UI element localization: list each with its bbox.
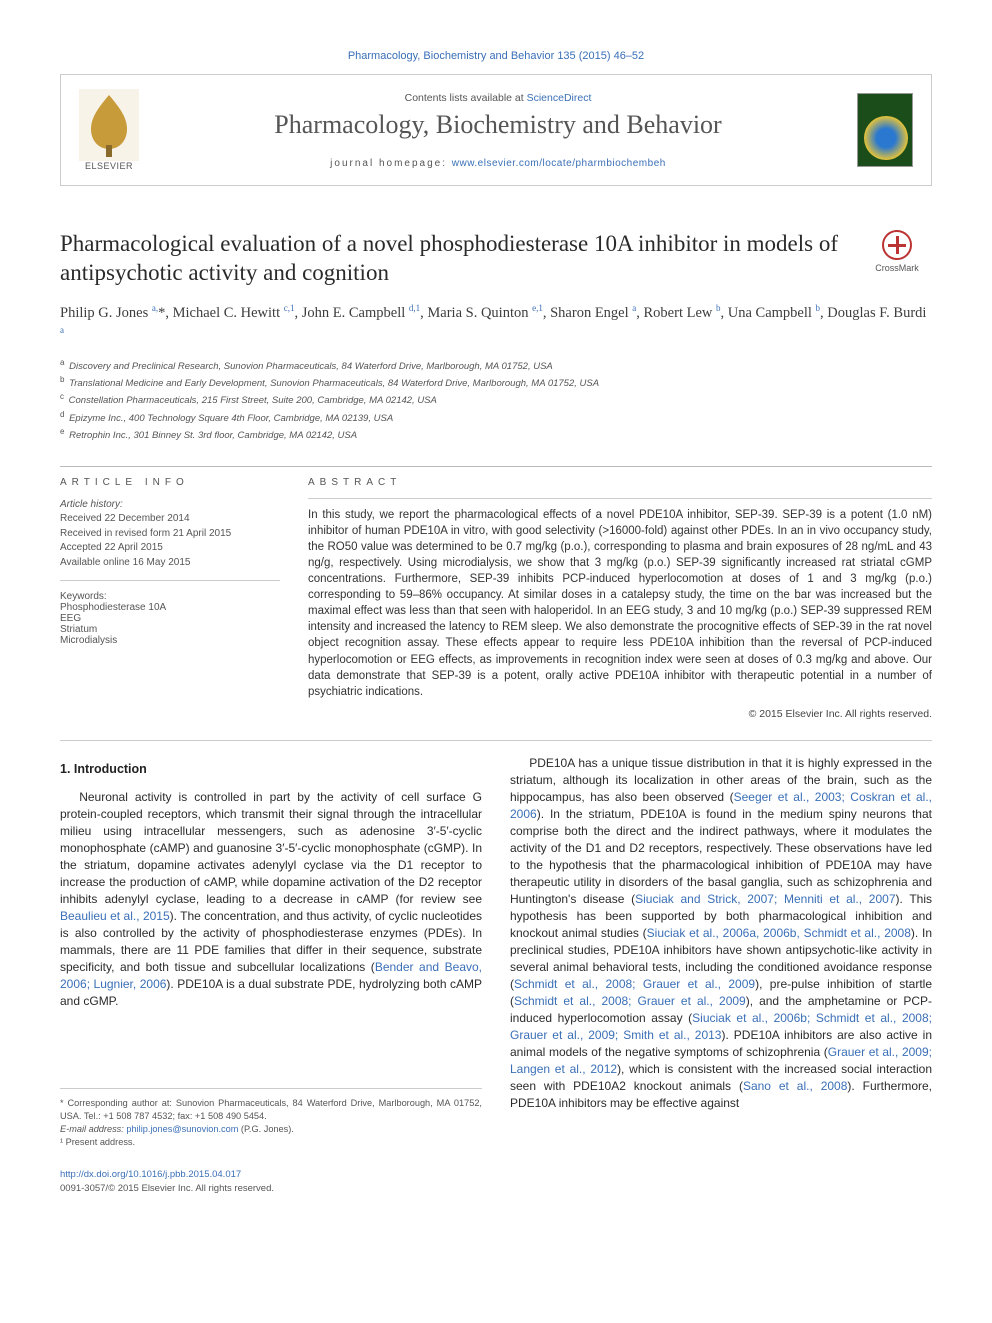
citation-link[interactable]: Siuciak and Strick, 2007; Menniti et al.… [635, 892, 895, 906]
sciencedirect-link[interactable]: ScienceDirect [527, 92, 592, 104]
keyword: EEG [60, 613, 280, 624]
crossmark-widget[interactable]: CrossMark [862, 230, 932, 273]
abstract-copyright: © 2015 Elsevier Inc. All rights reserved… [308, 708, 932, 720]
affiliation-line: d Epizyme Inc., 400 Technology Square 4t… [60, 409, 932, 426]
abstract-column: abstract In this study, we report the ph… [308, 477, 932, 720]
elsevier-tree-icon [79, 89, 139, 161]
intro-paragraph-2: PDE10A has a unique tissue distribution … [510, 755, 932, 1113]
journal-homepage-line: journal homepage: www.elsevier.com/locat… [155, 158, 841, 169]
abstract-heading: abstract [308, 477, 932, 488]
contents-line: Contents lists available at ScienceDirec… [155, 92, 841, 104]
footer-block: http://dx.doi.org/10.1016/j.pbb.2015.04.… [60, 1168, 932, 1195]
keyword: Striatum [60, 624, 280, 635]
divider [60, 466, 932, 467]
journal-cover-thumbnail [857, 93, 913, 167]
crossmark-label: CrossMark [875, 263, 919, 273]
history-label: Article history: [60, 498, 280, 513]
article-info-heading: article info [60, 477, 280, 488]
publisher-label: ELSEVIER [79, 161, 139, 171]
corresponding-footnote-block: * Corresponding author at: Sunovion Phar… [60, 1088, 482, 1149]
article-history-block: Article history: Received 22 December 20… [60, 498, 280, 582]
divider [60, 740, 932, 741]
keywords-label: Keywords: [60, 591, 280, 602]
citation-link[interactable]: Schmidt et al., 2008; Grauer et al., 200… [514, 994, 746, 1008]
history-line: Available online 16 May 2015 [60, 556, 280, 571]
issn-copyright: 0091-3057/© 2015 Elsevier Inc. All right… [60, 1183, 274, 1194]
present-address-note: ¹ Present address. [60, 1136, 482, 1149]
citation-link[interactable]: Schmidt et al., 2008; Grauer et al., 200… [514, 977, 755, 991]
author-list: Philip G. Jones a,*, Michael C. Hewitt c… [60, 302, 932, 347]
corresponding-author-note: * Corresponding author at: Sunovion Phar… [60, 1097, 482, 1123]
article-info-column: article info Article history: Received 2… [60, 477, 280, 720]
doi-link[interactable]: http://dx.doi.org/10.1016/j.pbb.2015.04.… [60, 1169, 241, 1180]
keywords-block: Keywords: Phosphodiesterase 10A EEG Stri… [60, 591, 280, 646]
keyword: Phosphodiesterase 10A [60, 602, 280, 613]
affiliation-line: e Retrophin Inc., 301 Binney St. 3rd flo… [60, 426, 932, 443]
citation-link[interactable]: Sano et al., 2008 [743, 1079, 847, 1093]
abstract-text: In this study, we report the pharmacolog… [308, 507, 932, 700]
citation-link[interactable]: Beaulieu et al., 2015 [60, 909, 170, 923]
citation-line: Pharmacology, Biochemistry and Behavior … [60, 50, 932, 62]
divider [308, 498, 932, 499]
publisher-logo-block: ELSEVIER [79, 89, 139, 171]
body-text: 1. Introduction Neuronal activity is con… [60, 755, 932, 1149]
email-line: E-mail address: philip.jones@sunovion.co… [60, 1123, 482, 1136]
section-heading-intro: 1. Introduction [60, 761, 482, 779]
journal-name: Pharmacology, Biochemistry and Behavior [155, 110, 841, 140]
citation-link[interactable]: Pharmacology, Biochemistry and Behavior … [348, 50, 644, 62]
citation-link[interactable]: Siuciak et al., 2006a, 2006b, Schmidt et… [647, 926, 911, 940]
crossmark-icon [882, 230, 912, 260]
journal-header: ELSEVIER Contents lists available at Sci… [60, 74, 932, 186]
history-line: Received in revised form 21 April 2015 [60, 527, 280, 542]
affiliation-list: a Discovery and Preclinical Research, Su… [60, 357, 932, 444]
keyword: Microdialysis [60, 635, 280, 646]
affiliation-line: b Translational Medicine and Early Devel… [60, 374, 932, 391]
journal-homepage-link[interactable]: www.elsevier.com/locate/pharmbiochembeh [452, 158, 666, 169]
affiliation-line: c Constellation Pharmaceuticals, 215 Fir… [60, 391, 932, 408]
intro-paragraph-1: Neuronal activity is controlled in part … [60, 789, 482, 1010]
corresponding-email-link[interactable]: philip.jones@sunovion.com [126, 1124, 238, 1134]
history-line: Accepted 22 April 2015 [60, 541, 280, 556]
affiliation-line: a Discovery and Preclinical Research, Su… [60, 357, 932, 374]
history-line: Received 22 December 2014 [60, 512, 280, 527]
article-title: Pharmacological evaluation of a novel ph… [60, 230, 852, 288]
